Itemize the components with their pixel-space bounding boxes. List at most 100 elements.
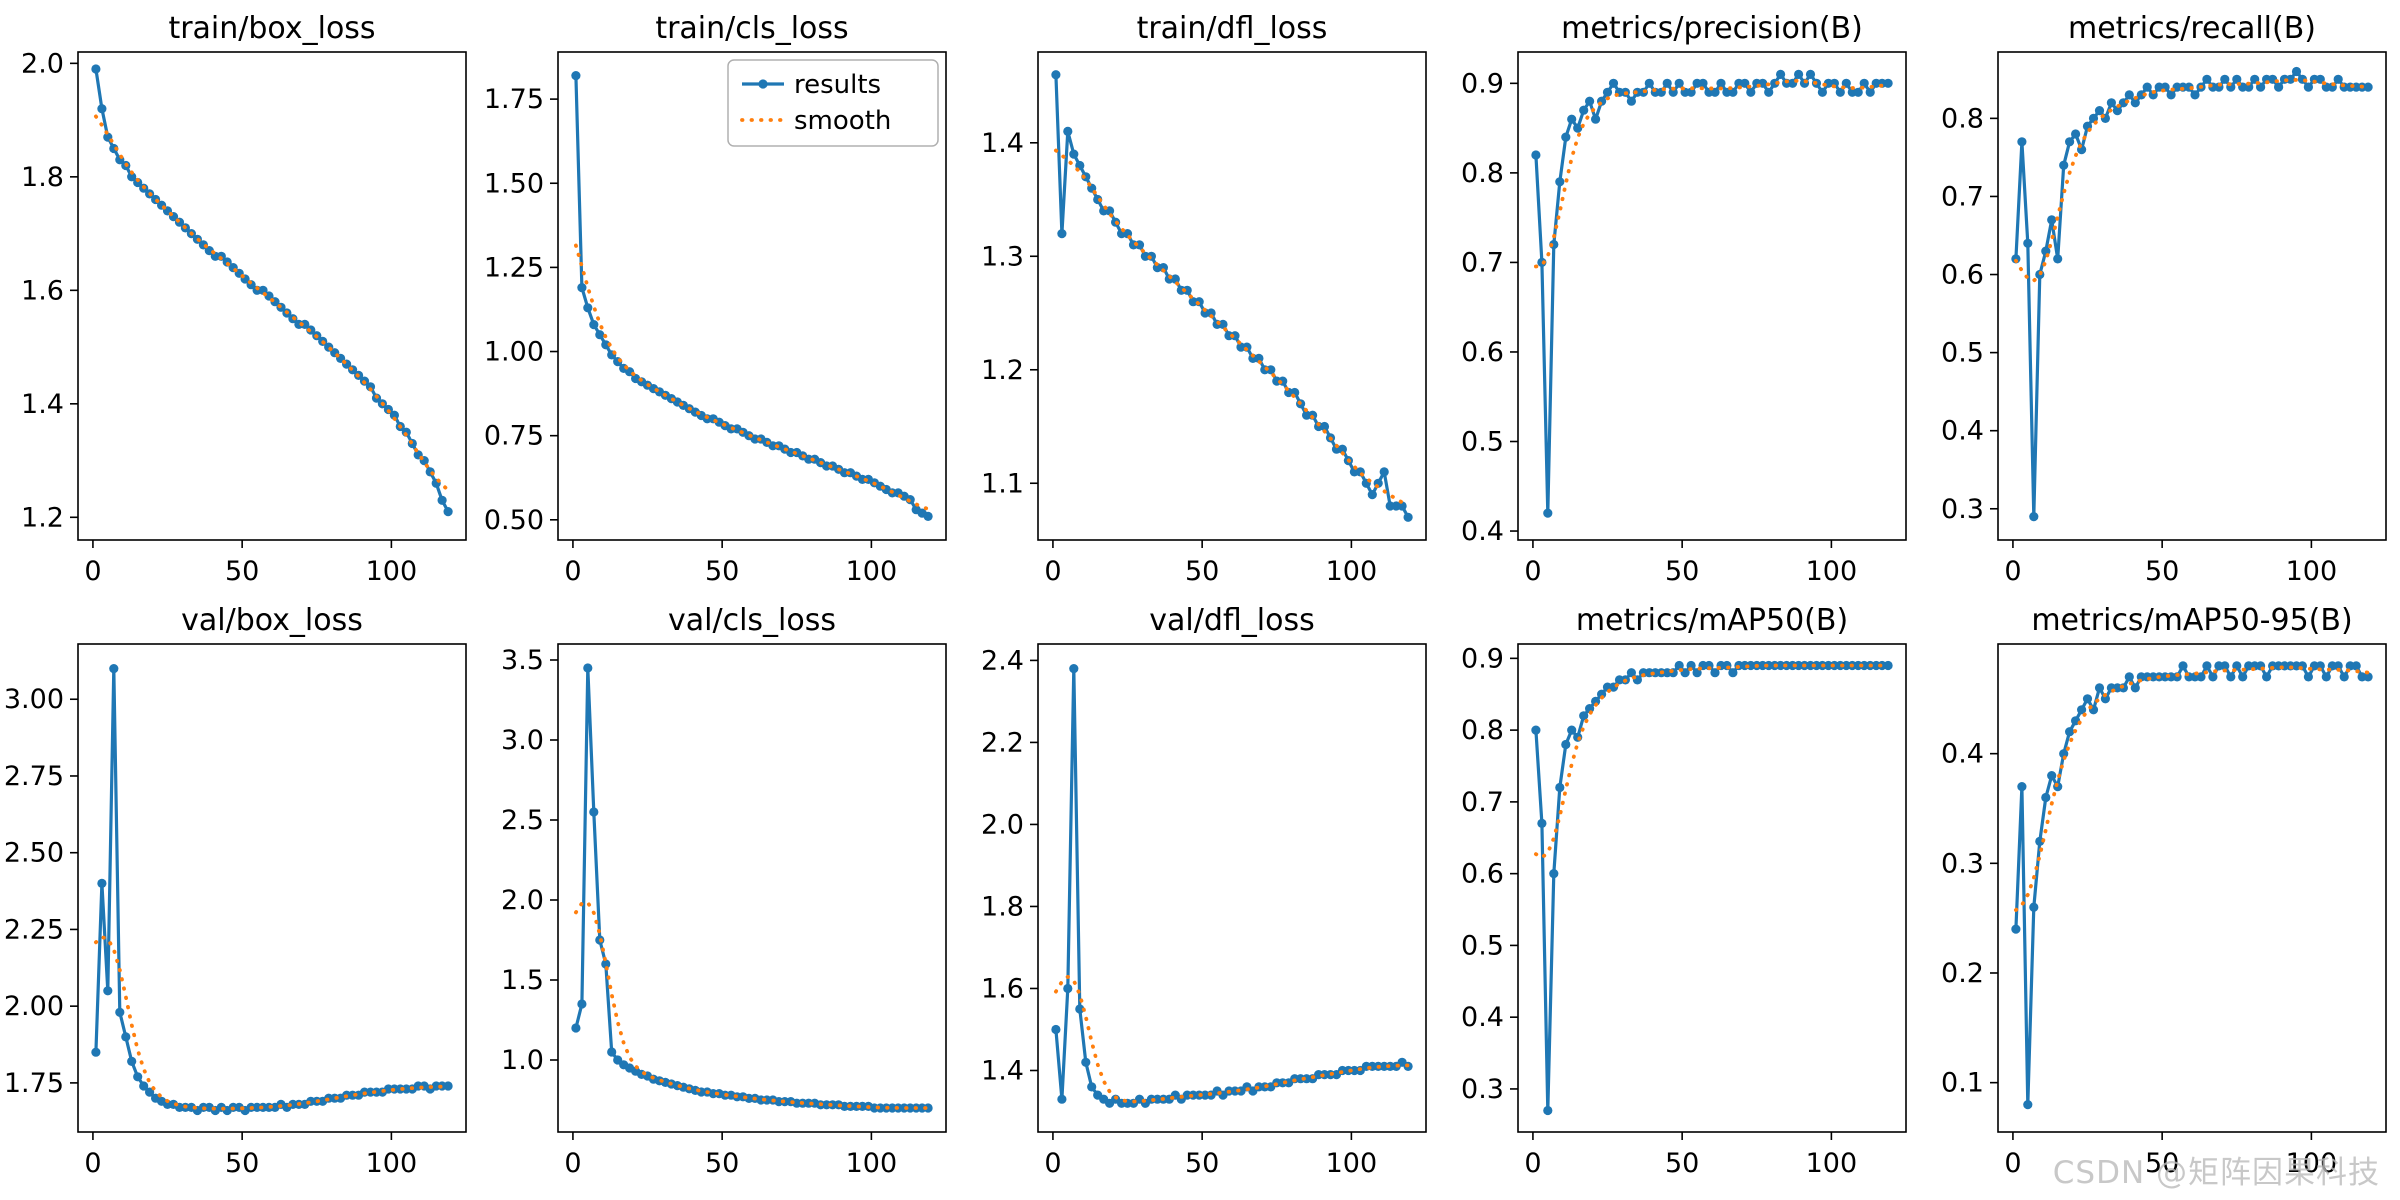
results-marker — [1051, 1024, 1061, 1035]
y-tick-label: 0.4 — [1461, 1002, 1504, 1033]
y-tick-label: 1.4 — [981, 128, 1024, 159]
y-tick-label: 0.7 — [1941, 181, 1984, 212]
axes-box — [1037, 643, 1427, 1133]
results-marker — [1397, 501, 1407, 511]
results-marker — [2077, 705, 2087, 715]
results-marker — [91, 1047, 101, 1057]
y-tick-label: 0.5 — [1461, 427, 1504, 458]
results-marker — [1081, 172, 1091, 182]
y-tick-label: 1.00 — [484, 337, 544, 368]
results-marker — [2100, 694, 2110, 704]
results-marker — [145, 1087, 155, 1097]
smooth-line — [574, 243, 931, 511]
results-marker — [1573, 123, 1583, 133]
results-marker — [133, 177, 143, 188]
results-marker — [2136, 90, 2146, 100]
results-marker — [2238, 672, 2248, 682]
chart-canvas-train-box-loss: train/box_loss 0 50 100 1.2 1.4 1.6 1.8 2.0 — [21, 11, 467, 587]
subplot-train-cls-loss: train/cls_loss 0 50 100 0.50 0.75 1.00 1.25 1.50… — [480, 6, 960, 598]
y-tick-label: 2.75 — [4, 761, 64, 792]
results-marker — [2041, 792, 2051, 803]
x-tick-label: 0 — [1524, 1148, 1541, 1179]
results-marker — [133, 1072, 143, 1082]
results-marker — [1182, 285, 1192, 295]
results-marker — [1075, 1004, 1085, 1014]
results-marker — [2363, 672, 2373, 682]
results-marker — [1266, 365, 1276, 375]
y-tick-label: 0.50 — [484, 505, 544, 536]
results-marker — [1591, 114, 1601, 124]
results-marker — [2059, 160, 2069, 170]
x-tick-label: 100 — [2286, 556, 2338, 587]
y-tick-label: 1.4 — [981, 1055, 1024, 1086]
x-tick-label: 100 — [366, 556, 418, 587]
y-tick-label: 1.75 — [484, 84, 544, 115]
subplot-val-cls-loss: val/cls_loss 0 50 100 1.0 1.5 2.0 2.5 3.0 3.5 — [480, 598, 960, 1190]
legend: results smooth — [727, 59, 939, 147]
y-tick-label: 1.3 — [981, 241, 1024, 272]
chart-canvas-metrics-map50-95-b: metrics/mAP50-95(B) 0 50 100 0.1 0.2 0.3 0.4 — [1941, 603, 2387, 1179]
y-tick-label: 3.00 — [4, 684, 64, 715]
results-marker — [1608, 78, 1619, 88]
results-marker — [589, 807, 599, 817]
smooth-line — [94, 935, 451, 1111]
results-marker — [601, 959, 611, 969]
y-tick-label: 0.6 — [1941, 260, 1984, 291]
results-marker — [1337, 444, 1347, 454]
results-marker — [1218, 319, 1228, 329]
results-marker — [1531, 725, 1541, 735]
results-marker — [1543, 1105, 1553, 1116]
results-marker — [2017, 137, 2027, 147]
results-marker — [1057, 1094, 1067, 1104]
chart-canvas-val-cls-loss: val/cls_loss 0 50 100 1.0 1.5 2.0 2.5 3.0 3.5 — [501, 603, 947, 1179]
subplot-train-dfl-loss: train/dfl_loss 0 50 100 1.1 1.2 1.3 1.4 — [960, 6, 1440, 598]
results-marker — [1057, 229, 1067, 239]
results-marker — [1686, 87, 1696, 97]
results-marker — [1728, 668, 1738, 678]
results-marker — [2053, 254, 2063, 264]
y-tick-label: 0.7 — [1461, 247, 1504, 278]
results-marker — [589, 320, 599, 330]
results-marker — [1740, 78, 1750, 88]
x-tick-label: 100 — [366, 1148, 418, 1179]
x-tick-label: 50 — [1665, 1148, 1699, 1179]
chart-canvas-val-dfl-loss: val/dfl_loss 0 50 100 1.4 1.6 1.8 2.0 2.2 2.4 — [981, 603, 1427, 1179]
results-marker — [1668, 668, 1678, 678]
results-marker — [2244, 82, 2254, 92]
chart-title: val/dfl_loss — [1149, 603, 1314, 638]
results-marker — [1805, 69, 1816, 79]
results-marker — [1531, 150, 1541, 160]
results-marker — [2232, 661, 2242, 671]
results-marker — [127, 1056, 137, 1066]
subplot-train-box-loss: train/box_loss 0 50 100 1.2 1.4 1.6 1.8 2.0 — [0, 6, 480, 598]
results-marker — [2339, 672, 2349, 682]
x-tick-label: 100 — [1326, 556, 1378, 587]
y-tick-label: 0.8 — [1461, 715, 1504, 746]
y-tick-label: 1.25 — [484, 252, 544, 283]
y-tick-label: 0.6 — [1461, 337, 1504, 368]
results-marker — [443, 1081, 453, 1091]
y-tick-label: 0.3 — [1941, 848, 1984, 879]
smooth-line — [2014, 78, 2371, 283]
chart-title: train/cls_loss — [655, 11, 848, 46]
chart-title: metrics/mAP50(B) — [1576, 603, 1848, 638]
results-markers — [1531, 660, 1893, 1116]
results-marker — [1853, 87, 1863, 97]
results-marker — [571, 71, 581, 81]
chart-title: val/cls_loss — [668, 603, 836, 638]
results-marker — [923, 1103, 933, 1113]
results-marker — [571, 1023, 581, 1033]
y-tick-label: 1.0 — [501, 1045, 544, 1076]
results-marker — [1567, 114, 1577, 124]
results-marker — [2047, 215, 2057, 225]
results-marker — [1051, 70, 1061, 80]
subplot-metrics-recall-b: metrics/recall(B) 0 50 100 0.3 0.4 0.5 0.6 0.7 0.… — [1920, 6, 2400, 598]
y-tick-label: 1.75 — [4, 1068, 64, 1099]
y-tick-label: 0.3 — [1941, 494, 1984, 525]
results-marker — [1626, 668, 1636, 678]
results-marker — [1158, 263, 1168, 273]
smooth-line — [2014, 665, 2371, 912]
y-tick-label: 2.25 — [4, 914, 64, 945]
results-marker — [2106, 98, 2116, 108]
results-marker — [1841, 78, 1851, 88]
